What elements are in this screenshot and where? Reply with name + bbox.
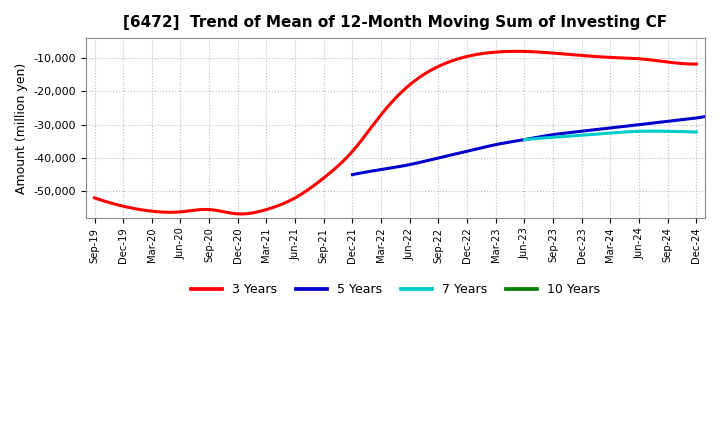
Y-axis label: Amount (million yen): Amount (million yen) bbox=[15, 62, 28, 194]
Title: [6472]  Trend of Mean of 12-Month Moving Sum of Investing CF: [6472] Trend of Mean of 12-Month Moving … bbox=[123, 15, 667, 30]
Legend: 3 Years, 5 Years, 7 Years, 10 Years: 3 Years, 5 Years, 7 Years, 10 Years bbox=[186, 279, 606, 301]
